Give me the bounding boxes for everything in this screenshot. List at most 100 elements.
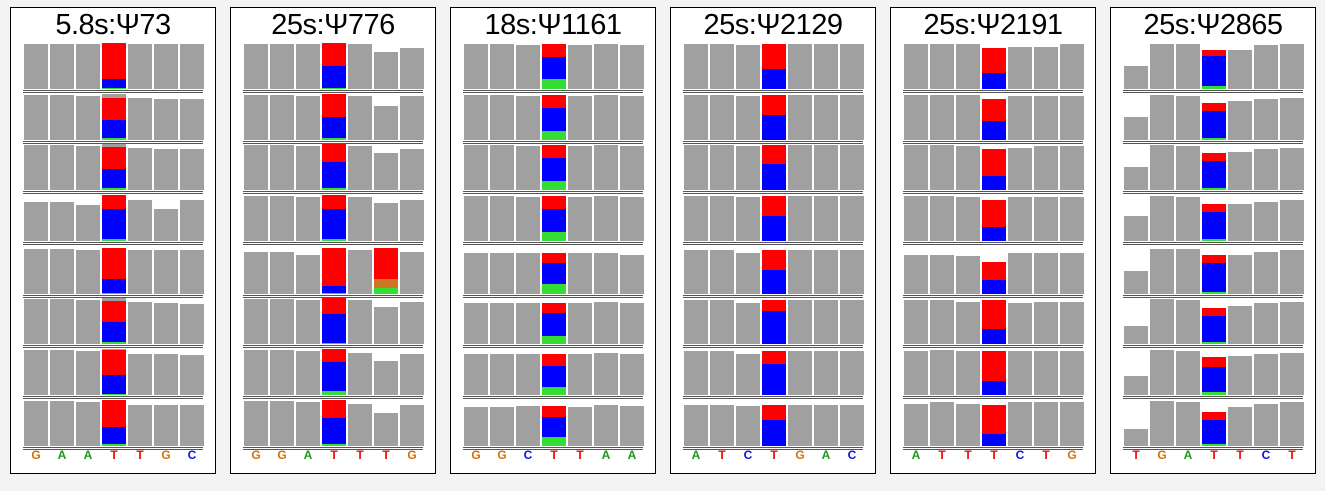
coverage-bar — [270, 144, 294, 190]
coverage-bar — [1034, 146, 1058, 190]
coverage-bar — [930, 94, 954, 140]
track-separator — [903, 141, 1083, 144]
coverage-track — [1123, 298, 1304, 344]
blue-fraction-segment — [322, 285, 346, 294]
coverage-bar — [788, 300, 812, 344]
coverage-bar — [684, 250, 708, 294]
red-fraction-segment — [1202, 411, 1226, 421]
coverage-bar — [1034, 197, 1058, 241]
coverage-bar — [464, 353, 488, 395]
coverage-bar — [76, 300, 100, 344]
coverage-track — [463, 400, 644, 446]
coverage-bar — [400, 199, 424, 241]
coverage-bar — [490, 302, 514, 344]
modified-site-bar — [542, 43, 566, 89]
sequence-base: T — [110, 448, 118, 462]
green-fraction-segment — [102, 238, 126, 241]
coverage-bar — [1060, 252, 1084, 294]
coverage-bar — [1254, 148, 1278, 190]
modified-site-bar — [322, 298, 346, 344]
coverage-bar — [1228, 254, 1252, 294]
red-fraction-segment — [102, 147, 126, 170]
track-separator — [463, 191, 643, 194]
coverage-bar — [1008, 302, 1032, 344]
modified-site-bar — [982, 300, 1006, 344]
coverage-bar — [348, 146, 372, 190]
green-fraction-segment — [102, 341, 126, 344]
coverage-bar — [1176, 248, 1200, 294]
coverage-bar — [76, 43, 100, 89]
blue-fraction-segment — [1202, 366, 1226, 393]
coverage-bar — [348, 403, 372, 446]
coverage-bar — [490, 94, 514, 140]
track-separator — [1123, 141, 1303, 144]
coverage-bar — [1176, 146, 1200, 190]
green-fraction-segment — [542, 335, 566, 344]
coverage-track — [903, 144, 1084, 190]
red-fraction-segment — [762, 300, 786, 312]
coverage-bar — [1228, 100, 1252, 140]
blue-fraction-segment — [102, 119, 126, 139]
coverage-bar — [50, 298, 74, 344]
track-separator — [463, 396, 643, 399]
green-fraction-segment — [542, 79, 566, 89]
coverage-bar — [620, 254, 644, 294]
red-fraction-segment — [322, 248, 346, 286]
coverage-bar — [840, 300, 864, 344]
coverage-bar — [710, 351, 734, 395]
sequence-base: G — [1157, 448, 1167, 462]
blue-fraction-segment — [542, 366, 566, 387]
track-separator — [1123, 90, 1303, 93]
sequence-base: T — [330, 448, 338, 462]
panel-title: 25s:Ψ2191 — [923, 9, 1063, 41]
coverage-bar — [1150, 400, 1174, 446]
coverage-bar — [270, 400, 294, 446]
coverage-bar — [1280, 402, 1304, 446]
track-separator — [1123, 396, 1303, 399]
coverage-bar — [594, 43, 618, 89]
coverage-bar — [1008, 197, 1032, 241]
coverage-track — [243, 195, 424, 241]
coverage-bar — [956, 146, 980, 190]
coverage-bar — [154, 98, 178, 140]
coverage-bar — [244, 349, 268, 395]
coverage-bar — [50, 43, 74, 89]
sequence-base: C — [1015, 448, 1025, 462]
coverage-track — [903, 94, 1084, 140]
coverage-bar — [684, 195, 708, 241]
coverage-bar — [270, 349, 294, 395]
coverage-bar — [1124, 428, 1148, 446]
modified-site-bar — [542, 405, 566, 446]
coverage-bar — [180, 404, 204, 446]
sequence-base: C — [743, 448, 753, 462]
coverage-bar — [400, 301, 424, 344]
blue-fraction-segment — [982, 381, 1006, 395]
panel-4: 25s:Ψ2129 A T C T G A C — [670, 7, 876, 474]
coverage-track — [23, 43, 204, 89]
coverage-bar — [1060, 197, 1084, 241]
green-fraction-segment — [322, 188, 346, 190]
track-separator — [683, 141, 863, 144]
blue-fraction-segment — [762, 163, 786, 190]
coverage-bar — [1124, 215, 1148, 241]
modified-site-bar — [982, 404, 1006, 446]
red-fraction-segment — [322, 349, 346, 362]
coverage-bar — [1254, 403, 1278, 446]
coverage-bar — [1124, 167, 1148, 190]
coverage-bar — [244, 43, 268, 89]
red-fraction-segment — [542, 94, 566, 108]
red-fraction-segment — [762, 404, 786, 421]
modified-site-bar — [982, 47, 1006, 89]
sequence-base: G — [161, 448, 171, 462]
coverage-bar — [296, 96, 320, 140]
coverage-bar — [594, 301, 618, 344]
sequence-base: G — [497, 448, 507, 462]
coverage-bar — [568, 353, 592, 395]
sequence-base: T — [136, 448, 144, 462]
coverage-bar — [516, 45, 540, 89]
green-fraction-segment — [542, 386, 566, 395]
coverage-bar — [154, 208, 178, 241]
green-fraction-segment — [542, 231, 566, 241]
coverage-bar — [814, 43, 838, 89]
coverage-bar — [1034, 46, 1058, 89]
